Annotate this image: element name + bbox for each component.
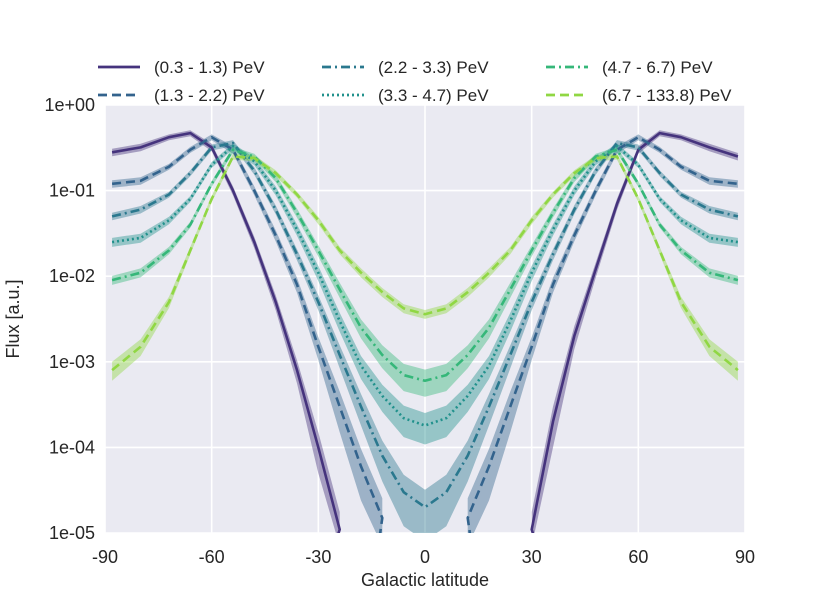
series-line (111, 131, 341, 533)
legend-entry: (1.3 - 2.2) PeV (154, 86, 265, 105)
legend-entry: (2.2 - 3.3) PeV (378, 58, 489, 77)
x-tick-label: -30 (305, 547, 331, 567)
series-line (466, 135, 739, 533)
series-line (111, 148, 739, 383)
legend-entry: (6.7 - 133.8) PeV (602, 86, 732, 105)
legend-entry: (3.3 - 4.7) PeV (378, 86, 489, 105)
series-line (111, 141, 739, 509)
series-line (111, 144, 739, 427)
y-tick-label: 1e-03 (49, 352, 95, 372)
grid-lines (104, 104, 746, 534)
y-tick-label: 1e-01 (49, 181, 95, 201)
y-axis-label: Flux [a.u.] (3, 279, 23, 358)
series-lines (111, 131, 739, 533)
legend: (0.3 - 1.3) PeV (1.3 - 2.2) PeV (2.2 - 3.3… (98, 58, 732, 105)
legend-entry: (0.3 - 1.3) PeV (154, 58, 265, 77)
series-line (111, 135, 384, 533)
legend-entry: (4.7 - 6.7) PeV (602, 58, 713, 77)
y-tick-labels: 1e-05 1e-04 1e-03 1e-02 1e-01 1e+00 (44, 95, 95, 543)
y-tick-label: 1e-05 (49, 523, 95, 543)
error-bands (112, 130, 738, 533)
x-tick-label: 30 (522, 547, 542, 567)
y-tick-label: 1e+00 (44, 95, 95, 115)
x-tick-label: -60 (199, 547, 225, 567)
x-tick-label: 0 (420, 547, 430, 567)
x-axis-label: Galactic latitude (361, 570, 489, 590)
x-tick-label: 90 (735, 547, 755, 567)
x-tick-label: -90 (92, 547, 118, 567)
series-line (111, 155, 739, 372)
series-line (530, 131, 739, 533)
x-tick-label: 60 (628, 547, 648, 567)
error-band (531, 130, 738, 533)
y-tick-label: 1e-02 (49, 266, 95, 286)
x-tick-labels: -90 -60 -30 0 30 60 90 (92, 547, 755, 567)
y-tick-label: 1e-04 (49, 437, 95, 457)
